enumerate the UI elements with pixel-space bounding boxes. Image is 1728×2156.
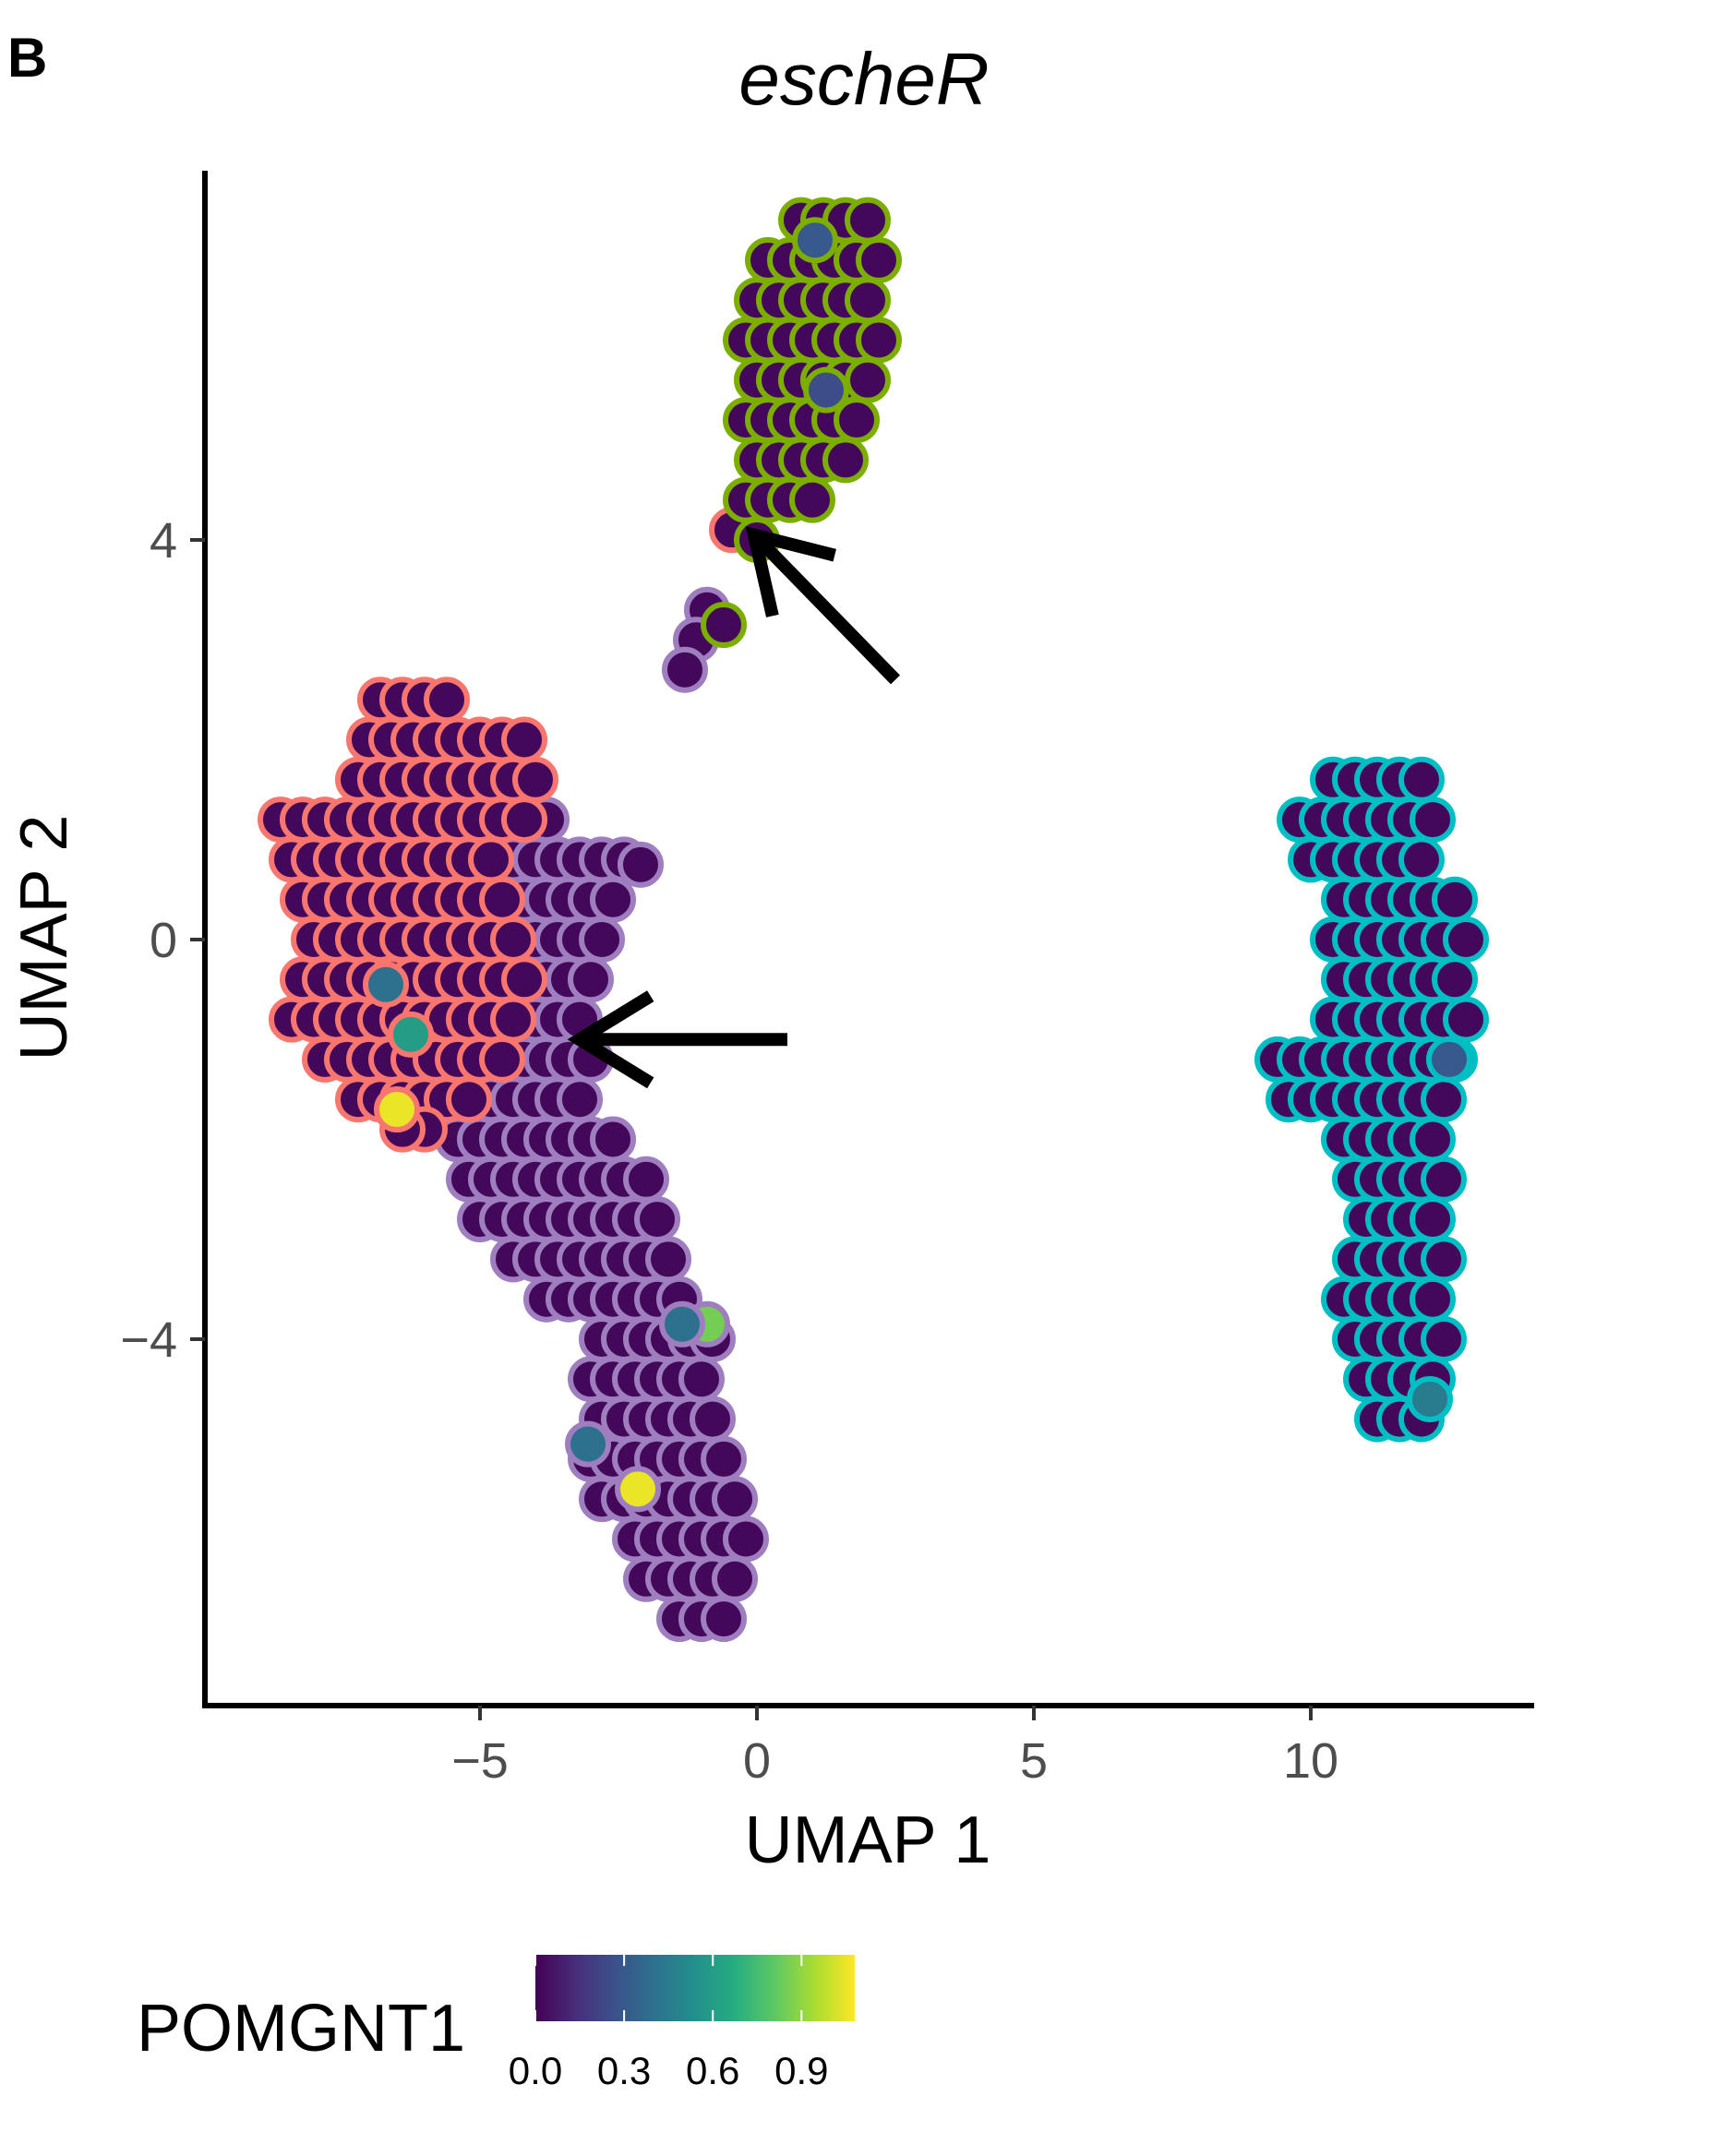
spot-purple xyxy=(590,876,636,923)
legend-tick-label: 0.9 xyxy=(774,2049,828,2092)
spot-purple xyxy=(723,1515,769,1563)
spot-green xyxy=(845,197,891,244)
x-ticks: −5 0 5 10 xyxy=(451,1706,1338,1789)
spot-green xyxy=(856,236,902,283)
x-tick-label: 10 xyxy=(1283,1733,1338,1789)
spot-purple xyxy=(712,1555,758,1602)
spot-red xyxy=(424,677,470,724)
spot-purple xyxy=(557,1076,603,1123)
legend-tick-label: 0.6 xyxy=(686,2049,739,2092)
spot-highlighted xyxy=(388,1011,434,1058)
spot-highlighted xyxy=(565,1420,611,1467)
spot-cyan xyxy=(1410,1276,1456,1323)
spot-cyan xyxy=(1421,1316,1467,1362)
spot-purple xyxy=(701,1596,747,1643)
spot-purple xyxy=(568,956,614,1003)
spot-purple xyxy=(634,1196,680,1243)
x-axis-label: UMAP 1 xyxy=(745,1803,991,1877)
spot-purple xyxy=(579,916,625,963)
spot-green xyxy=(845,277,891,324)
spot-highlighted xyxy=(615,1466,661,1513)
spot-purple xyxy=(678,1356,725,1403)
spot-cyan xyxy=(1432,956,1478,1003)
arrow-head xyxy=(745,525,836,617)
spot-highlighted xyxy=(1407,1375,1453,1422)
arrow-head xyxy=(567,990,654,1089)
spot-highlighted xyxy=(363,961,409,1008)
spot-green xyxy=(856,317,902,364)
spot-red xyxy=(490,996,536,1043)
spot-red xyxy=(501,716,547,763)
spot-cyan xyxy=(1410,1196,1456,1243)
arrow-annotations xyxy=(567,525,901,1089)
arrow-shaft xyxy=(749,530,901,685)
legend-ticks: 0.0 0.3 0.6 0.9 xyxy=(509,1955,829,2092)
spot-cyan xyxy=(1398,756,1445,803)
spot-cyan xyxy=(1421,1236,1467,1283)
spot-red xyxy=(479,1036,525,1083)
y-tick-label: −4 xyxy=(120,1312,177,1368)
spot-purple xyxy=(618,841,664,888)
spot-red xyxy=(446,1076,492,1123)
x-tick-label: 0 xyxy=(743,1733,771,1789)
y-ticks: −4 0 4 xyxy=(120,513,205,1368)
spot-green xyxy=(822,437,869,484)
color-legend: POMGNT1 0.0 0.3 0.6 0.9 xyxy=(137,1955,855,2092)
x-tick-label: 5 xyxy=(1020,1733,1048,1789)
legend-title: POMGNT1 xyxy=(137,1992,465,2066)
spot-highlighted xyxy=(659,1300,705,1348)
spot-cyan xyxy=(1421,1156,1467,1203)
spot-cyan xyxy=(1410,797,1456,844)
spot-red xyxy=(479,876,525,923)
y-tick-label: 0 xyxy=(150,913,177,968)
spot-highlighted xyxy=(792,217,838,264)
panel-label: B xyxy=(7,27,48,89)
spot-red xyxy=(512,756,558,803)
spot-purple xyxy=(590,1116,636,1163)
spot-green xyxy=(789,476,835,523)
spot-red xyxy=(501,956,547,1003)
y-tick-label: 4 xyxy=(150,513,177,569)
legend-tick-label: 0.3 xyxy=(597,2049,651,2092)
spot-cyan xyxy=(1398,836,1445,883)
spot-red xyxy=(501,797,547,844)
spot-cyan xyxy=(1443,996,1489,1043)
points-layer xyxy=(258,197,1489,1643)
spot-purple xyxy=(712,1476,758,1523)
spot-cyan xyxy=(1443,916,1489,963)
spot-green xyxy=(701,602,747,649)
legend-tick-label: 0.0 xyxy=(509,2049,562,2092)
spot-purple xyxy=(662,646,708,693)
spot-red xyxy=(468,836,514,883)
y-axis-label: UMAP 2 xyxy=(7,815,81,1061)
spot-cyan xyxy=(1432,876,1478,923)
spot-green xyxy=(845,356,891,403)
x-tick-label: −5 xyxy=(451,1733,509,1789)
spot-highlighted xyxy=(1426,1036,1472,1083)
spot-purple xyxy=(645,1236,691,1283)
spot-highlighted xyxy=(374,1086,420,1133)
legend-colorbar xyxy=(535,1955,855,2021)
spot-red xyxy=(490,916,536,963)
spot-cyan xyxy=(1421,1076,1467,1123)
spot-highlighted xyxy=(803,366,849,413)
spot-purple xyxy=(623,1156,669,1203)
spot-purple xyxy=(690,1395,736,1443)
spot-cyan xyxy=(1410,1116,1456,1163)
chart-title: escheR xyxy=(738,38,990,120)
spot-purple xyxy=(701,1435,747,1482)
